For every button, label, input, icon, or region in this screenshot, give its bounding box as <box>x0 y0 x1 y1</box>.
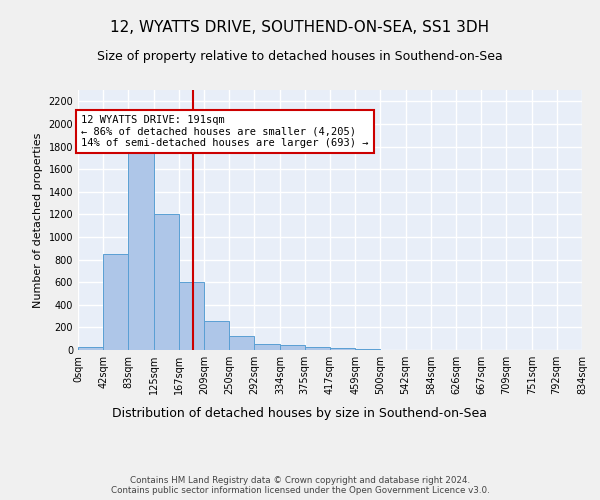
Bar <box>179 282 205 350</box>
Text: Size of property relative to detached houses in Southend-on-Sea: Size of property relative to detached ho… <box>97 50 503 63</box>
Y-axis label: Number of detached properties: Number of detached properties <box>33 132 43 308</box>
Text: 12, WYATTS DRIVE, SOUTHEND-ON-SEA, SS1 3DH: 12, WYATTS DRIVE, SOUTHEND-ON-SEA, SS1 3… <box>110 20 490 35</box>
Text: Distribution of detached houses by size in Southend-on-Sea: Distribution of detached houses by size … <box>113 408 487 420</box>
Bar <box>229 336 254 350</box>
Text: Contains HM Land Registry data © Crown copyright and database right 2024.
Contai: Contains HM Land Registry data © Crown c… <box>110 476 490 495</box>
Bar <box>128 146 154 350</box>
Bar <box>78 347 103 350</box>
Bar <box>280 345 305 350</box>
Text: 12 WYATTS DRIVE: 191sqm
← 86% of detached houses are smaller (4,205)
14% of semi: 12 WYATTS DRIVE: 191sqm ← 86% of detache… <box>81 115 368 148</box>
Bar <box>254 344 280 350</box>
Bar <box>103 254 128 350</box>
Bar <box>305 346 330 350</box>
Bar <box>154 214 179 350</box>
Bar <box>330 348 355 350</box>
Bar <box>205 320 229 350</box>
